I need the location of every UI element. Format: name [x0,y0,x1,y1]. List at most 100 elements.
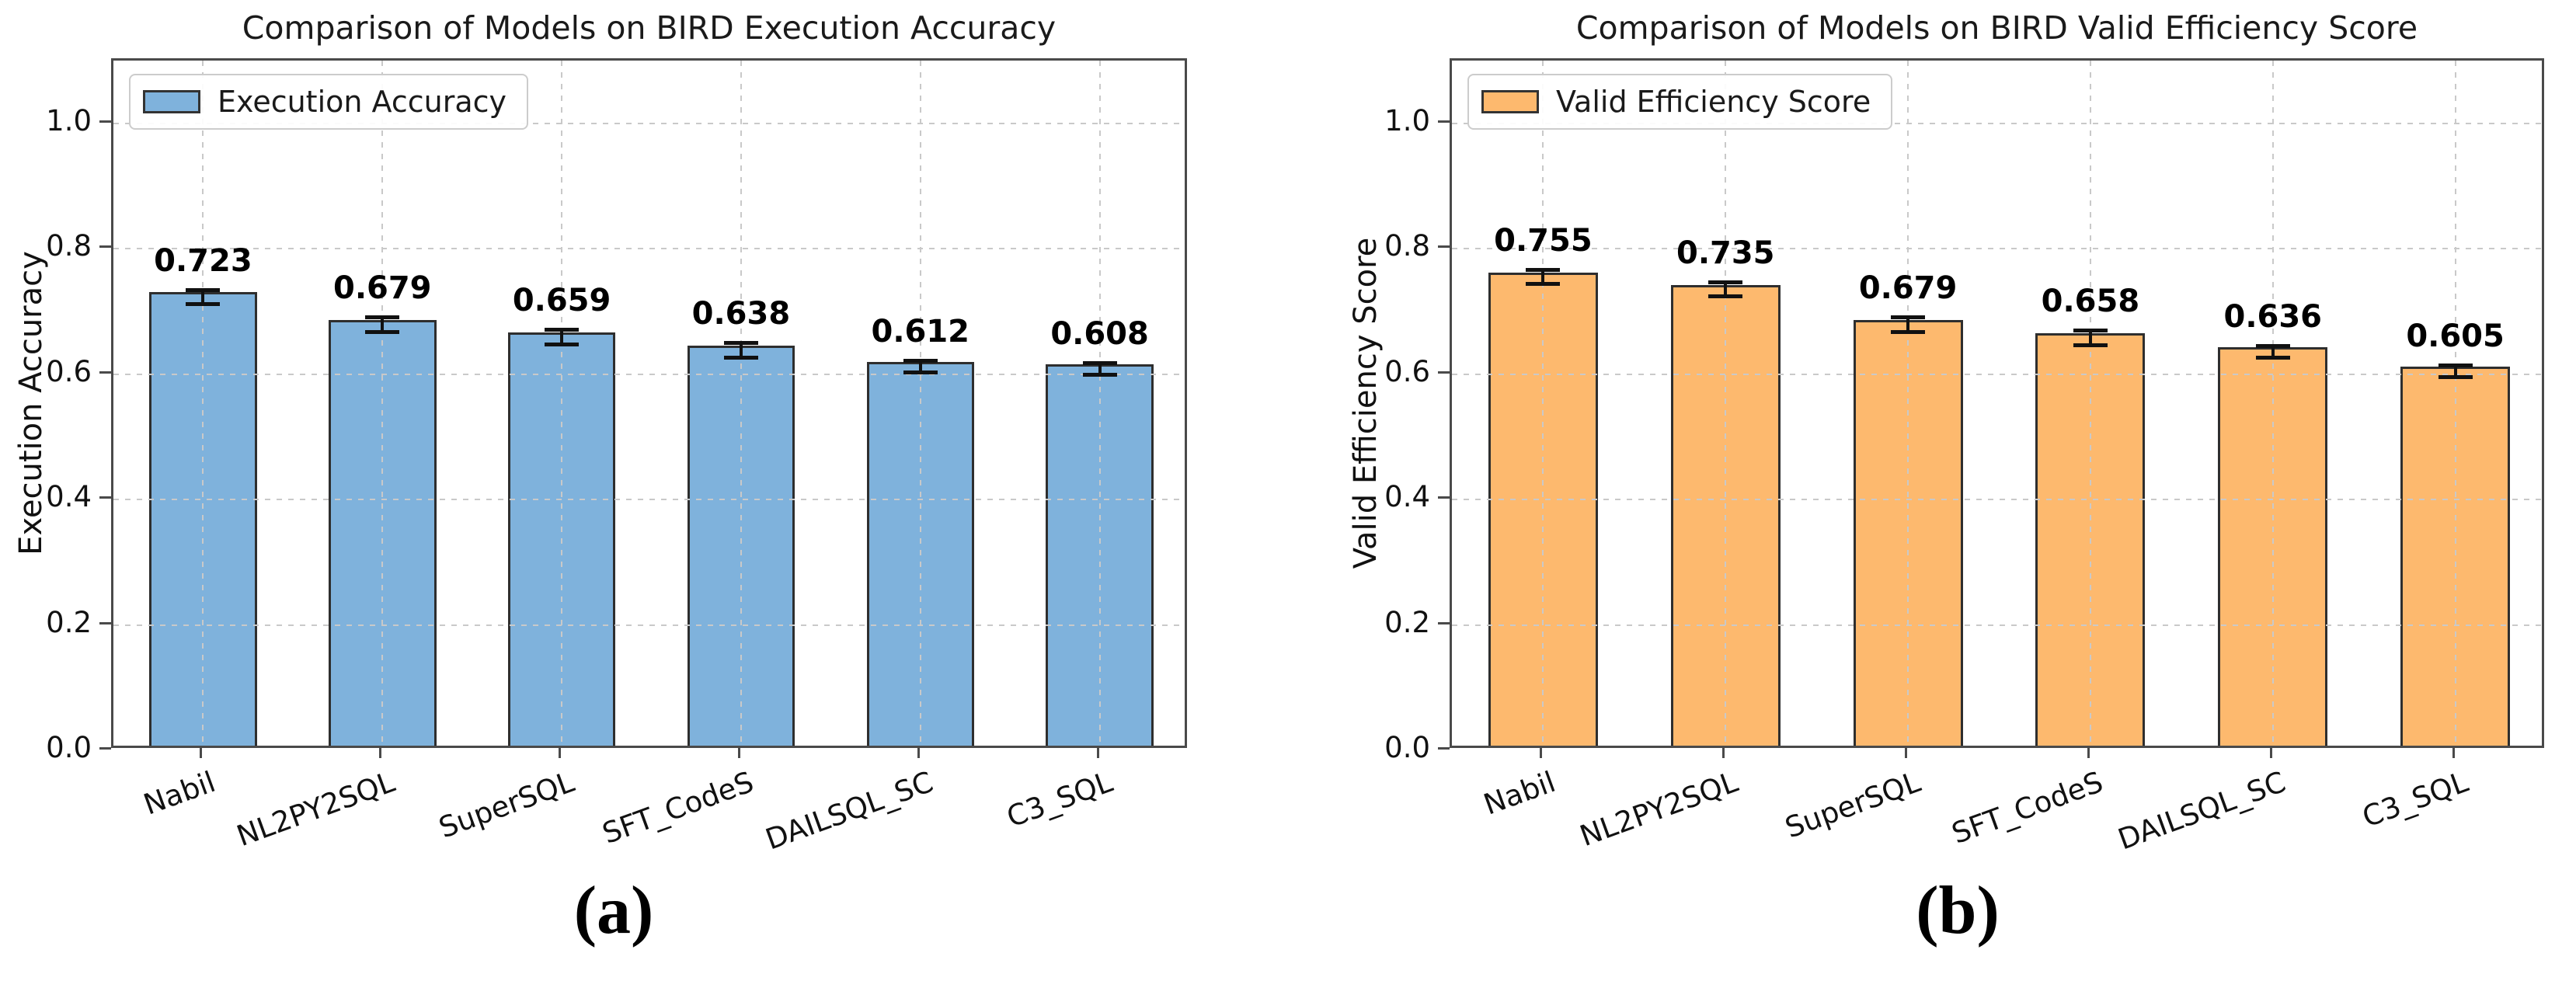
error-bar-cap-top [903,358,938,363]
bar-value-label: 0.612 [871,313,970,350]
bar-value-label: 0.679 [1858,270,1958,307]
subfigure-caption-b: (b) [1916,873,2000,948]
h-gridline [1452,624,2542,626]
v-gridline [561,61,563,746]
bar-value-label: 0.735 [1676,235,1775,271]
x-tick-mark [200,748,203,758]
x-tick-mark [737,748,740,758]
y-tick-label: 0.4 [46,480,92,514]
error-bar-cap-bottom [545,342,580,346]
error-bar-cap-top [2073,329,2108,333]
plot-area: 0.755 0.735 0.679 0.658 0.636 0.605 Valid Effi… [1450,58,2544,748]
error-bar-stem [2453,364,2457,377]
v-gridline [1542,61,1544,746]
x-tick-mark [1540,748,1543,758]
error-bar-cap-bottom [186,302,221,307]
legend-swatch [1481,90,1539,113]
y-tick-label: 0.2 [46,605,92,639]
legend-swatch [143,90,200,113]
error-bar-cap-top [545,328,580,332]
legend: Execution Accuracy [129,74,529,130]
error-bar-cap-bottom [903,370,938,375]
v-gridline [919,61,921,746]
x-tick-mark [379,748,382,758]
y-tick-label: 0.4 [1384,480,1430,514]
error-bar-cap-bottom [1082,373,1117,377]
x-tick-label: NL2PY2SQL [1575,765,1742,854]
x-tick-mark [1096,748,1099,758]
error-bar-cap-bottom [1891,329,1926,334]
subfigure-caption-a: (a) [573,873,654,948]
error-bar-cap-top [1891,315,1926,320]
v-gridline [381,61,384,746]
y-tick-mark [1438,245,1450,249]
v-gridline [202,61,204,746]
y-tick-label: 0.0 [46,731,92,764]
x-tick-mark [917,748,920,758]
bar-value-label: 0.608 [1050,316,1149,353]
y-tick-mark [99,747,111,750]
h-gridline [113,624,1185,626]
v-gridline [2089,61,2091,746]
bar-value-label: 0.755 [1494,222,1593,259]
h-gridline [1452,373,2542,375]
x-tick-label: NL2PY2SQL [232,765,399,854]
h-gridline [113,248,1185,250]
h-gridline [1452,248,2542,250]
x-tick-mark [2269,748,2272,758]
y-tick-label: 0.8 [46,229,92,263]
y-tick-mark [99,120,111,123]
y-tick-label: 0.6 [46,354,92,388]
plot-area: 0.723 0.679 0.659 0.638 0.612 0.608 Execution … [111,58,1187,748]
x-tick-mark [2087,748,2090,758]
y-tick-label: 1.0 [1384,103,1430,137]
error-bar-cap-top [365,315,400,320]
chart-title: Comparison of Models on BIRD Execution A… [242,9,1057,47]
chart-title: Comparison of Models on BIRD Valid Effic… [1575,9,2418,47]
error-bar-stem [201,289,205,304]
error-bar-cap-top [186,287,221,292]
bar-value-label: 0.659 [512,283,611,319]
error-bar-cap-top [2255,343,2290,348]
error-bar-cap-top [1082,361,1117,366]
v-gridline [2454,61,2456,746]
error-bar-cap-top [1708,280,1743,284]
y-tick-mark [1438,621,1450,624]
x-tick-mark [1905,748,1908,758]
chart-panel-valid-efficiency-score: Comparison of Models on BIRD Valid Effic… [1288,0,2576,981]
error-bar-stem [2088,330,2092,346]
x-tick-label: C3_SQL [1001,765,1117,834]
h-gridline [113,373,1185,375]
error-bar-cap-bottom [723,355,758,360]
y-axis-label: Execution Accuracy [13,251,49,555]
y-tick-mark [99,621,111,624]
x-tick-mark [559,748,562,758]
error-bar-stem [2271,345,2275,358]
error-bar-cap-bottom [2255,355,2290,360]
y-tick-mark [99,496,111,499]
bar-value-label: 0.605 [2406,318,2505,354]
v-gridline [2271,61,2274,746]
legend-label: Valid Efficiency Score [1556,85,1871,119]
error-bar-stem [560,329,564,345]
y-tick-mark [99,370,111,374]
y-tick-label: 0.8 [1384,229,1430,263]
chart-panel-execution-accuracy: Comparison of Models on BIRD Execution A… [13,9,1187,857]
error-bar-stem [918,360,922,374]
x-tick-label: Nabil [1479,765,1561,822]
bar-value-label: 0.636 [2223,298,2323,335]
y-tick-label: 1.0 [46,103,92,137]
bar-value-label: 0.723 [154,242,252,279]
bar-value-label: 0.679 [332,270,432,307]
error-bar-stem [1541,269,1545,285]
y-tick-label: 0.0 [1384,731,1430,764]
y-tick-label: 0.2 [1384,605,1430,639]
error-bar-cap-bottom [2073,343,2108,347]
y-axis-label: Valid Efficiency Score [1348,237,1384,569]
v-gridline [740,61,742,746]
x-tick-mark [2452,748,2455,758]
v-gridline [1725,61,1727,746]
error-bar-cap-top [2438,363,2473,367]
y-tick-mark [1438,496,1450,499]
